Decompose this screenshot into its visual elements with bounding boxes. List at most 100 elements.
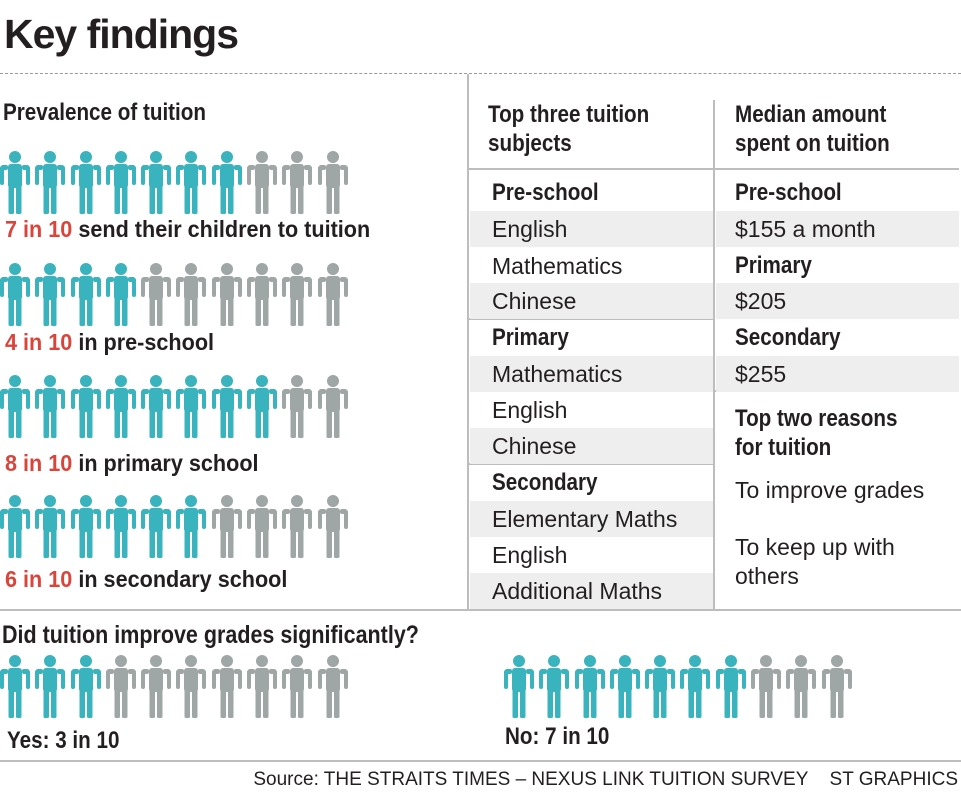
person-icon: [0, 151, 30, 214]
stat-overall-label: send their children to tuition: [72, 216, 371, 242]
stat-secondary: 6 in 10 in secondary school: [5, 564, 287, 594]
person-icon: [786, 655, 817, 718]
person-icon: [105, 263, 136, 326]
person-icon: [176, 375, 207, 438]
reasons-heading-line-2: for tuition: [735, 434, 832, 461]
person-icon: [35, 375, 66, 438]
person-icon: [574, 655, 605, 718]
person-icon: [317, 495, 348, 558]
person-icon: [645, 655, 676, 718]
subjects-heading: Top three tuition subjects: [488, 100, 649, 158]
person-icon: [105, 495, 136, 558]
spending-amount-preschool: $155 a month: [716, 211, 959, 247]
person-icon: [504, 655, 534, 718]
person-icon: [247, 151, 278, 214]
figure-row-secondary: [0, 494, 353, 558]
person-icon: [141, 655, 172, 718]
figure-row-yes: [0, 654, 353, 718]
stat-preschool-label: in pre-school: [72, 329, 215, 355]
improvement-question: Did tuition improve grades significantly…: [2, 621, 419, 649]
reason-item: To keep up with others: [735, 534, 895, 589]
subject-item: English: [470, 211, 713, 247]
spending-level-secondary: Secondary: [735, 324, 841, 351]
page-title: Key findings: [4, 11, 239, 57]
source-line: Source: THE STRAITS TIMES – NEXUS LINK T…: [253, 767, 958, 793]
spending-level-preschool: Pre-school: [735, 179, 842, 206]
spending-amount-primary: $205: [716, 283, 959, 319]
stat-secondary-value: 6 in 10: [5, 566, 73, 592]
person-icon: [211, 375, 242, 438]
person-icon: [141, 495, 172, 558]
person-icon: [247, 375, 278, 438]
person-icon: [105, 655, 136, 718]
person-icon: [176, 263, 207, 326]
person-icon: [317, 151, 348, 214]
source-text: Source: THE STRAITS TIMES – NEXUS LINK T…: [253, 769, 809, 790]
person-icon: [35, 655, 66, 718]
stat-primary-value: 8 in 10: [5, 450, 73, 476]
person-icon: [141, 151, 172, 214]
person-icon: [0, 495, 30, 558]
spending-amount-secondary: $255: [716, 356, 959, 392]
subject-item: Additional Maths: [470, 573, 713, 609]
subjects-heading-line-2: subjects: [488, 130, 572, 157]
person-icon: [176, 495, 207, 558]
no-label: No: 7 in 10: [505, 723, 610, 750]
figure-row-overall: [0, 150, 353, 214]
subjects-rule-2: [469, 463, 714, 465]
person-icon: [282, 495, 313, 558]
person-icon: [0, 375, 30, 438]
reasons-heading: Top two reasons for tuition: [735, 404, 897, 462]
figure-row-preschool: [0, 262, 353, 326]
person-icon: [282, 375, 313, 438]
person-icon: [70, 375, 101, 438]
subjects-rule-1: [469, 318, 714, 320]
spending-heading-line-1: Median amount: [735, 101, 887, 128]
person-icon: [141, 263, 172, 326]
person-icon: [282, 655, 313, 718]
stat-overall: 7 in 10 send their children to tuition: [5, 214, 370, 244]
person-icon: [70, 655, 101, 718]
person-icon: [211, 655, 242, 718]
person-icon: [751, 655, 782, 718]
subjects-level-secondary: Secondary: [492, 469, 598, 496]
person-icon: [317, 263, 348, 326]
figure-row-primary: [0, 374, 353, 438]
person-icon: [176, 655, 207, 718]
person-icon: [70, 495, 101, 558]
section-divider: [0, 609, 961, 611]
person-icon: [35, 495, 66, 558]
person-icon: [247, 263, 278, 326]
person-icon: [317, 375, 348, 438]
person-icon: [105, 375, 136, 438]
subject-item: Chinese: [470, 428, 713, 464]
panel-divider-left: [467, 74, 469, 611]
person-icon: [282, 151, 313, 214]
person-icon: [0, 263, 30, 326]
reason-item: To improve grades: [735, 477, 925, 503]
stat-preschool: 4 in 10 in pre-school: [5, 327, 214, 357]
prevalence-heading: Prevalence of tuition: [3, 99, 207, 126]
person-icon: [70, 151, 101, 214]
footer-divider: [0, 760, 961, 762]
person-icon: [680, 655, 711, 718]
stat-overall-value: 7 in 10: [5, 216, 73, 242]
stat-primary: 8 in 10 in primary school: [5, 448, 259, 478]
stat-secondary-label: in secondary school: [72, 566, 288, 592]
person-icon: [247, 495, 278, 558]
spending-heading: Median amount spent on tuition: [735, 100, 890, 158]
stat-preschool-value: 4 in 10: [5, 329, 73, 355]
person-icon: [247, 655, 278, 718]
subjects-level-preschool: Pre-school: [492, 179, 599, 206]
person-icon: [70, 263, 101, 326]
person-icon: [0, 655, 30, 718]
subjects-header-rule: [469, 168, 959, 170]
subject-item: Mathematics: [470, 356, 713, 392]
person-icon: [821, 655, 852, 718]
subject-item: Elementary Maths: [470, 501, 713, 537]
figure-row-no: [504, 654, 857, 718]
subject-item: English: [492, 397, 568, 423]
person-icon: [105, 151, 136, 214]
person-icon: [176, 151, 207, 214]
subject-item: Mathematics: [492, 253, 623, 279]
